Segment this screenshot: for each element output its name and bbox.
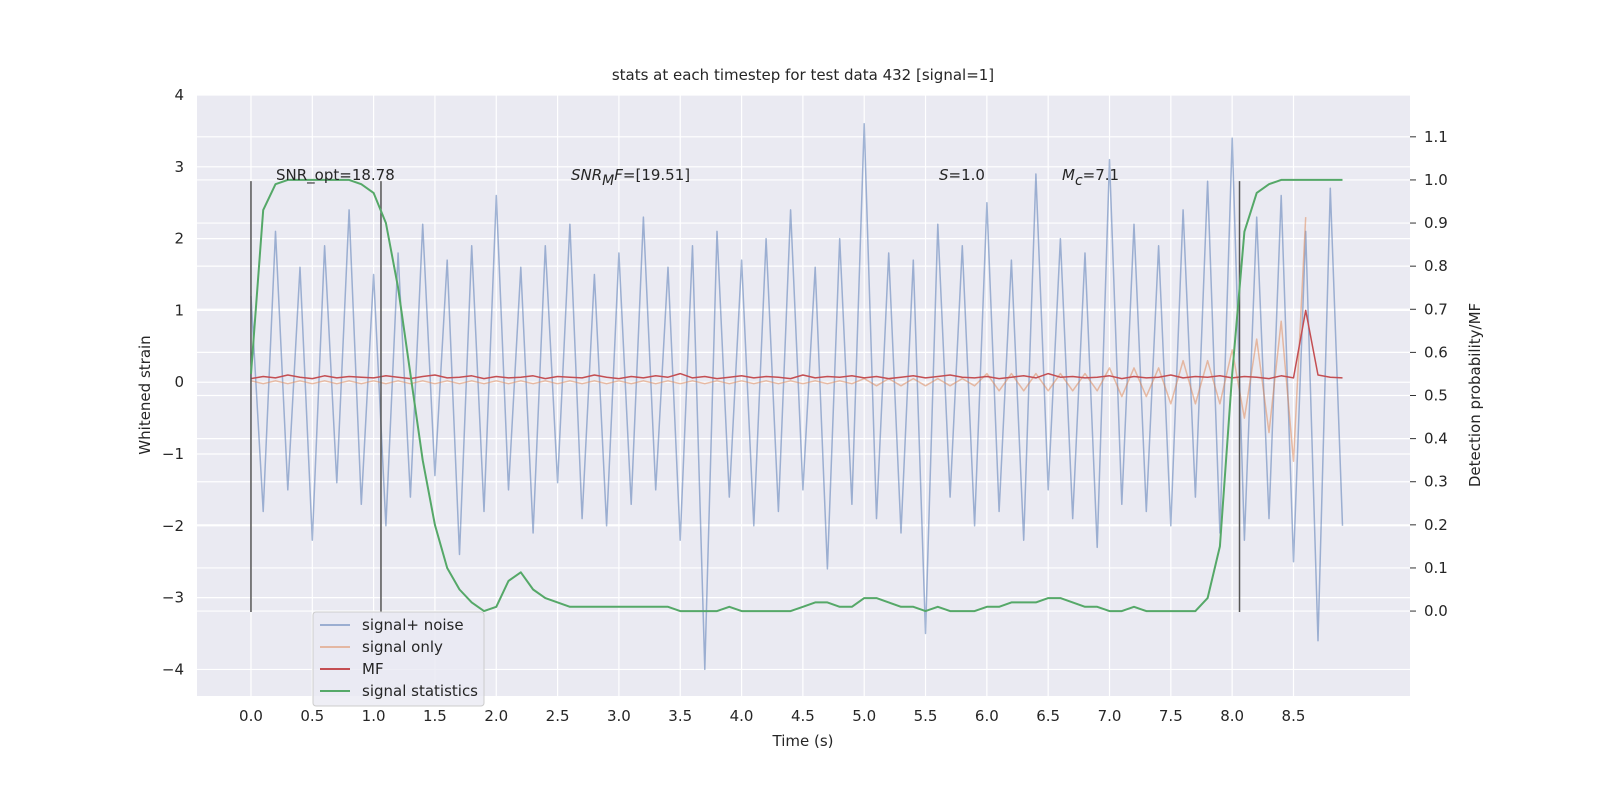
annotation: S=1.0 [939,166,985,184]
y-tick-label: 4 [174,86,184,104]
y2-tick-label: 0.0 [1424,602,1448,620]
annotation-part: F [614,166,623,184]
annotation-part: c [1075,173,1083,189]
y2-tick-label: 0.3 [1424,473,1448,491]
x-tick-label: 3.5 [668,707,692,725]
legend-label: signal only [362,638,443,656]
annotation-part: SNR_opt=18.78 [276,166,395,185]
y-tick-label: 2 [174,230,184,248]
x-axis-label: Time (s) [772,732,834,750]
marks [250,122,1344,671]
x-tick-label: 6.0 [975,707,999,725]
y2-tick-label: 1.0 [1424,171,1448,189]
legend-label: signal+ noise [362,616,464,634]
y-tick-label: −1 [162,445,184,463]
x-tick-label: 0.0 [239,707,263,725]
legend-box [312,611,485,707]
legend-label: signal statistics [362,682,478,700]
annotation: Mc=7.1 [1062,166,1119,189]
y2-tick-label: 0.6 [1424,343,1448,361]
y2-tick-label: 0.2 [1424,516,1448,534]
x-tick-label: 1.0 [362,707,386,725]
x-tick-label: 3.0 [607,707,631,725]
chart-title: stats at each timestep for test data 432… [612,66,994,84]
y2-tick-label: 0.4 [1424,430,1448,448]
x-tick-label: 2.0 [484,707,508,725]
series-line [250,309,1343,380]
y2-tick-label: 0.9 [1424,214,1448,232]
annotation: SNR_opt=18.78 [276,166,395,185]
annotation-part: SNR [571,166,602,184]
annotation-part: =[19.51] [623,166,690,184]
annotation-part: M [602,173,614,189]
x-tick-label: 5.5 [914,707,938,725]
y2-tick-label: 1.1 [1424,128,1448,146]
y-tick-label: −3 [162,589,184,607]
series-line [250,178,1343,613]
x-tick-label: 8.0 [1220,707,1244,725]
y-tick-label: −4 [162,660,184,678]
x-tick-label: 4.0 [730,707,754,725]
annotation-part: S [939,166,949,184]
y-tick-label: 1 [174,301,184,319]
x-tick-label: 7.5 [1159,707,1183,725]
x-tick-label: 0.5 [300,707,324,725]
y2-tick-label: 0.1 [1424,559,1448,577]
labels: 0.0 0.5 1.0 1.5 2.0 2.5 3.0 3.5 4.0 4.5 5.0 5.5 6.0 6… [162,86,1448,725]
x-tick-label: 8.5 [1282,707,1306,725]
annotation-part: M [1062,166,1075,184]
y-tick-label: 0 [174,373,184,391]
x-tick-label: 5.0 [852,707,876,725]
legend-label: MF [362,660,384,678]
annotation: SNRMF=[19.51] [571,166,690,189]
x-tick-label: 4.5 [791,707,815,725]
annotation-part: =1.0 [949,166,985,184]
y2-tick-label: 0.5 [1424,387,1448,405]
x-tick-label: 1.5 [423,707,447,725]
y2-axis-label: Detection probability/MF [1466,303,1484,487]
series-line [250,122,1344,671]
y2-tick-label: 0.7 [1424,300,1448,318]
y-tick-label: −2 [162,517,184,535]
x-tick-label: 7.0 [1098,707,1122,725]
x-tick-label: 6.5 [1036,707,1060,725]
y-tick-label: 3 [174,158,184,176]
x-tick-label: 2.5 [546,707,570,725]
y-axis-label: Whitened strain [136,335,154,454]
y2-tick-label: 0.8 [1424,257,1448,275]
annotation-part: =7.1 [1083,166,1119,184]
